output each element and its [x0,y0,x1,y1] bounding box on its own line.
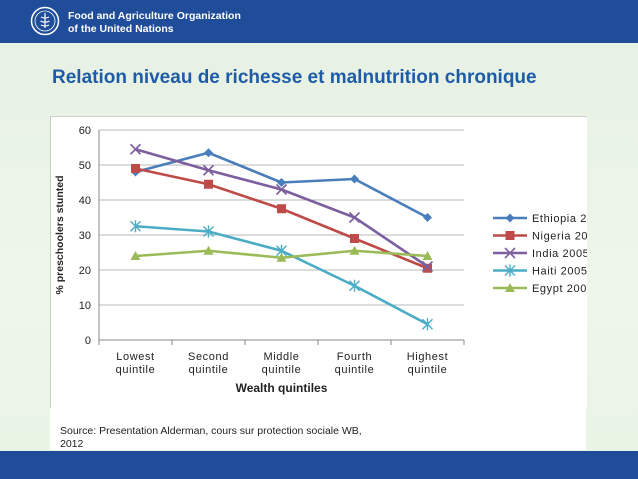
footer-bar [0,451,638,479]
legend-marker-india-2005-06 [504,247,516,259]
data-point-haiti-2005-06-4 [422,318,433,331]
x-tick-label-second-1: Second [188,351,229,363]
y-tick-label-30: 30 [79,230,91,242]
fao-logo-icon [30,6,60,36]
data-point-haiti-2005-06-3 [349,279,360,292]
source-line1: Source: Presentation Alderman, cours sur… [60,425,362,437]
y-tick-label-40: 40 [79,195,91,207]
source-box: Source: Presentation Alderman, cours sur… [50,408,586,450]
legend-marker-nigeria-2008 [505,231,515,240]
series-line-haiti-2005-06 [135,224,429,326]
data-point-india-2005-06-2 [275,183,288,196]
data-point-india-2005-06-0 [129,143,142,155]
data-point-nigeria-2008-1 [204,179,213,189]
data-point-ethiopia-2005-3 [350,174,359,184]
x-tick-label-quintile-0: quintile [116,364,156,376]
x-tick-label-quintile-1: quintile [189,364,229,376]
legend-label-india-2005-06: India 2005-06 [532,248,587,260]
x-tick-label-lowest-0: Lowest [116,351,154,363]
org-name-line1: Food and Agriculture Organization [68,10,241,22]
data-point-india-2005-06-3 [348,211,361,224]
source-line2: 2012 [60,438,84,450]
line-chart: 0102030405060LowestquintileSecondquintil… [54,125,606,395]
data-point-egypt-2008-1 [203,245,214,255]
page-title: Relation niveau de richesse et malnutrit… [52,67,537,88]
legend-marker-haiti-2005-06 [504,264,516,277]
legend-label-ethiopia-2005: Ethiopia 2005 [532,213,587,225]
header-bar: Food and Agriculture Organization of the… [0,0,638,43]
x-axis-title: Wealth quintiles [236,381,328,395]
legend-marker-ethiopia-2005 [505,213,515,223]
data-point-egypt-2008-2 [276,252,287,262]
data-point-ethiopia-2005-2 [277,178,286,187]
x-tick-label-quintile-3: quintile [335,364,375,376]
data-point-egypt-2008-3 [349,245,360,255]
data-point-egypt-2008-0 [130,251,141,260]
x-tick-label-quintile-4: quintile [408,364,448,376]
x-tick-label-fourth-3: Fourth [337,351,372,363]
data-point-haiti-2005-06-0 [130,220,141,233]
data-point-nigeria-2008-0 [131,164,140,173]
legend-label-nigeria-2008: Nigeria 2008 [532,231,587,243]
legend-label-egypt-2008: Egypt 2008 [532,283,587,295]
x-tick-label-quintile-2: quintile [262,364,302,376]
x-tick-label-highest-4: Highest [407,351,449,363]
data-point-india-2005-06-4 [421,260,434,273]
legend-marker-egypt-2008 [505,283,515,292]
y-tick-label-0: 0 [85,335,91,347]
data-point-nigeria-2008-3 [350,234,359,243]
data-point-ethiopia-2005-1 [204,148,213,158]
data-point-nigeria-2008-2 [277,204,286,214]
data-point-india-2005-06-1 [202,164,215,176]
y-tick-label-60: 60 [79,125,91,137]
data-point-egypt-2008-4 [422,251,433,260]
y-tick-label-10: 10 [79,300,91,312]
source-text: Source: Presentation Alderman, cours sur… [60,425,390,451]
data-point-nigeria-2008-4 [423,263,432,273]
data-point-haiti-2005-06-1 [203,225,214,238]
org-name-line2: of the United Nations [68,22,174,35]
x-tick-label-middle-2: Middle [263,351,299,363]
organization-name: Food and Agriculture Organization of the… [68,10,241,35]
data-point-ethiopia-2005-4 [423,213,432,222]
y-axis-title: % preschoolers stunted [54,175,66,294]
chart-panel: 0 10 20 30 40 50 60 Lowest quintile Second quintil… [50,116,606,409]
y-tick-label-50: 50 [79,160,91,172]
legend-label-haiti-2005-06: Haiti 2005-06 [532,266,587,278]
y-tick-label-20: 20 [79,265,91,277]
